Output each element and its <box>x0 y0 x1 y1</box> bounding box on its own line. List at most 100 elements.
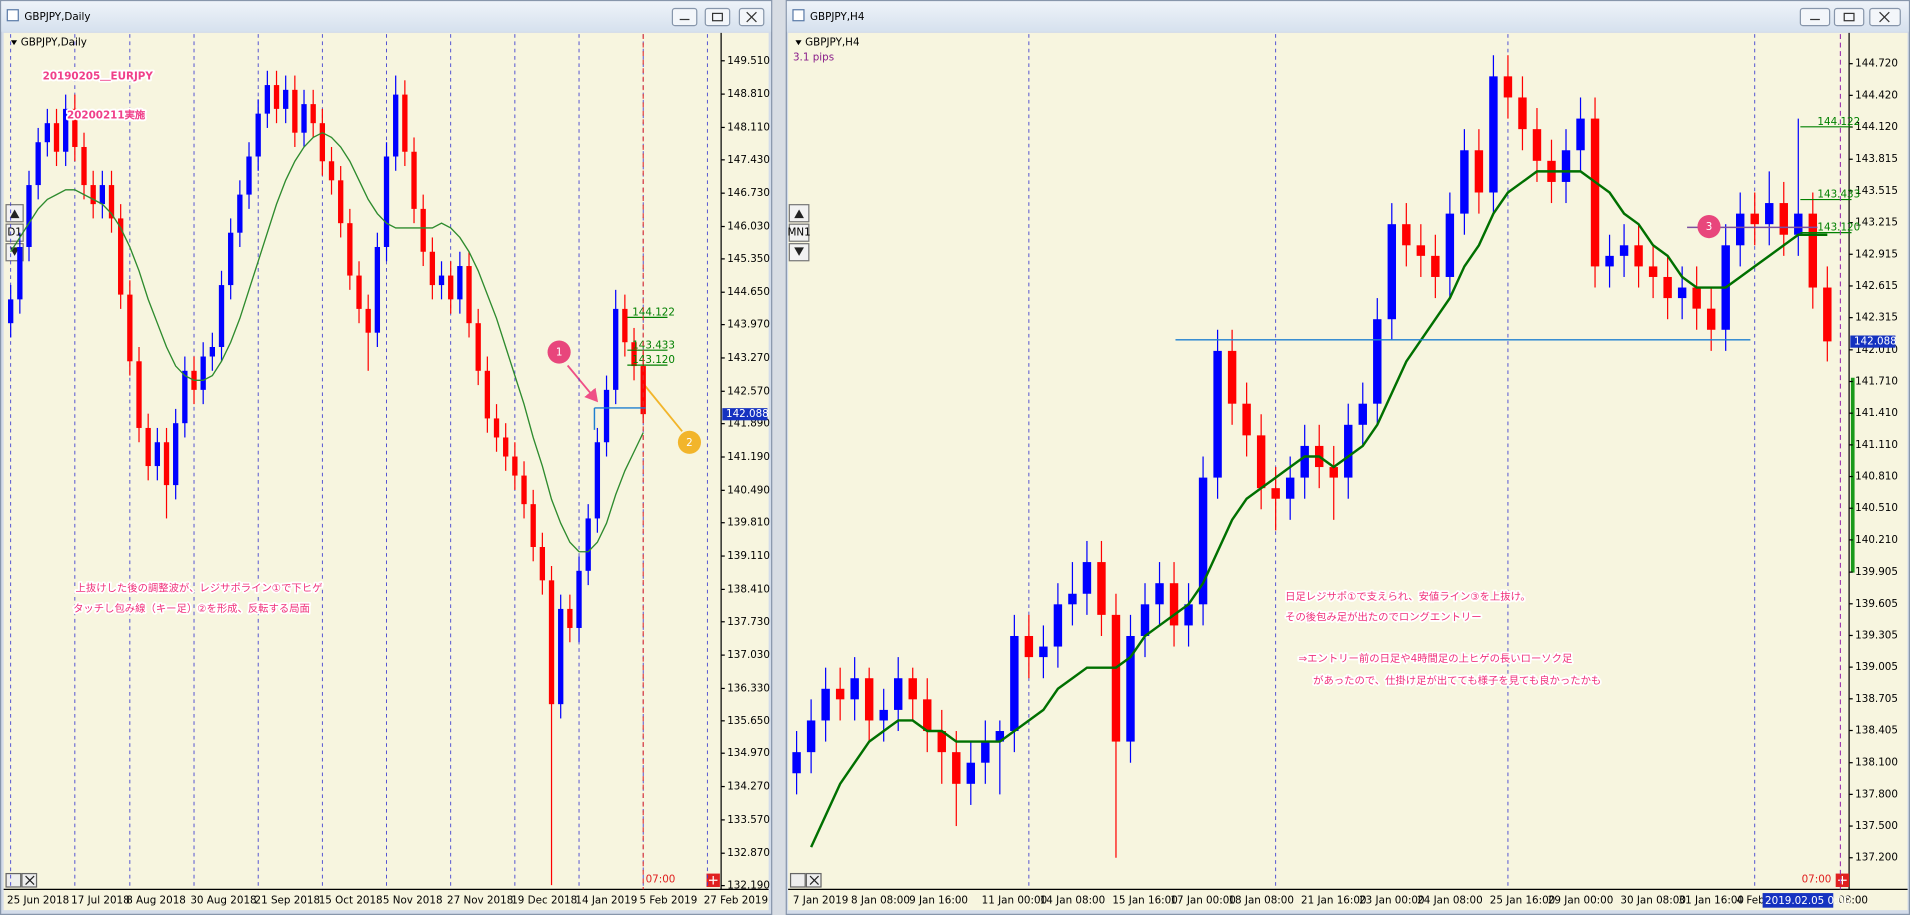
arrow <box>643 384 683 432</box>
y-tick-label: 138.405 <box>1855 724 1898 736</box>
y-tick-label: 136.330 <box>727 682 770 694</box>
candle-body <box>603 389 610 443</box>
x-tick-label: 11 Jan 00:00 <box>982 894 1047 906</box>
candle-body <box>1387 224 1397 320</box>
maximize-button[interactable] <box>1833 7 1865 27</box>
candle-body <box>90 185 96 205</box>
side-buttons[interactable] <box>788 204 810 262</box>
candle-body <box>1779 203 1788 235</box>
candle-body <box>393 94 399 157</box>
level-label: 144.122 <box>632 306 675 318</box>
cursor-time-box <box>1762 893 1834 908</box>
candle-body <box>1532 129 1542 161</box>
note: があったので、仕掛け足が出てても様子を見ても良かったかも <box>1313 674 1601 687</box>
glyph <box>794 247 804 256</box>
candle-body <box>1503 76 1513 98</box>
candle-body <box>1024 635 1034 658</box>
glyph <box>1879 11 1890 23</box>
x-tick-label: 30 Jan 08:00 <box>1620 894 1685 906</box>
candle-body <box>512 456 518 476</box>
y-tick-label: 137.730 <box>727 616 770 628</box>
glyph <box>794 209 804 219</box>
y-tick-label: 145.350 <box>727 253 770 265</box>
x-tick-label: 23 Jan 00:00 <box>1359 894 1424 906</box>
candle-body <box>319 123 326 162</box>
y-tick-label: 134.970 <box>727 747 770 759</box>
y-tick-label: 134.270 <box>727 781 770 793</box>
candle-body <box>1039 646 1048 658</box>
y-tick-label: 144.650 <box>727 286 770 298</box>
candle-body <box>1561 150 1571 182</box>
x-tick-label: 27 Nov 2018 <box>447 894 513 906</box>
y-tick-label: 133.570 <box>727 814 770 826</box>
arrow <box>566 364 599 403</box>
candle-body <box>1416 245 1426 256</box>
marker-circle <box>1697 215 1721 239</box>
y-tick-label: 148.810 <box>727 88 770 100</box>
y-tick-label: 139.005 <box>1855 661 1898 673</box>
x-tick-label: 17 Jan 00:00 <box>1170 894 1235 906</box>
last-price-label: 142.088 <box>1854 336 1897 348</box>
candle-body <box>1474 150 1484 193</box>
candle-body <box>72 108 78 147</box>
candle-body <box>1489 76 1498 193</box>
tool-icon[interactable] <box>5 872 22 888</box>
x-tick-label: 14 Jan 2019 <box>575 894 637 906</box>
moving-average <box>810 170 1828 848</box>
y-tick-label: 140.510 <box>1855 502 1898 514</box>
candle-body <box>228 232 234 286</box>
glyph <box>746 11 757 23</box>
candle-body <box>835 688 845 700</box>
annotation: 20200211実施 <box>67 109 146 122</box>
marker-label: 3 <box>1706 221 1713 233</box>
candle-body <box>521 475 527 505</box>
y-tick-label: 146.030 <box>727 221 770 233</box>
candle-body <box>1242 403 1251 436</box>
candle-body <box>1576 118 1585 151</box>
y-tick-label: 146.730 <box>727 187 770 199</box>
window-buttons[interactable] <box>671 7 765 27</box>
title-bar <box>786 1 1909 32</box>
pips-label: 3.1 pips <box>793 51 834 63</box>
tool-icon[interactable] <box>789 872 806 888</box>
candle-body <box>173 423 179 486</box>
symbol-arrow <box>10 40 18 46</box>
y-tick-label: 139.305 <box>1855 629 1898 641</box>
candle-body <box>1431 255 1440 277</box>
y-tick-label: 140.210 <box>1855 534 1898 546</box>
x-tick-label: 19 Dec 2018 <box>511 894 577 906</box>
candle-body <box>438 275 445 286</box>
y-tick-label: 141.710 <box>1855 376 1898 388</box>
candle-body <box>457 266 463 300</box>
x-tick-label: 18 Jan 08:00 <box>1228 894 1293 906</box>
candle-body <box>209 346 216 357</box>
candle-body <box>99 185 106 205</box>
minimize-button[interactable] <box>1799 7 1831 27</box>
candle-body <box>292 89 298 133</box>
x-tick-label: 31 Jan 16:00 <box>1678 894 1743 906</box>
candle-body <box>1068 593 1077 605</box>
title-bar <box>1 1 772 32</box>
x-tick-label: 8 Jan 08:00 <box>851 894 910 906</box>
candle-body <box>35 142 41 186</box>
candle-body <box>374 246 381 333</box>
candle-body <box>1794 213 1803 235</box>
candle-body <box>1256 435 1266 489</box>
candle-body <box>448 275 454 300</box>
candle-body <box>548 580 555 705</box>
marker-label: 1 <box>556 347 563 359</box>
last-price-label: 142.088 <box>726 408 769 420</box>
candle-body <box>328 161 335 181</box>
y-tick-label: 142.570 <box>727 385 770 397</box>
candle-body <box>1619 245 1629 256</box>
candle-body <box>937 731 946 753</box>
timeframe-button[interactable] <box>788 223 810 242</box>
window-buttons[interactable] <box>1799 7 1901 27</box>
candle-body <box>301 104 307 133</box>
marker-label: 2 <box>686 437 693 449</box>
minimize-button[interactable] <box>671 7 698 27</box>
candle-body <box>475 323 481 371</box>
maximize-button[interactable] <box>704 7 731 27</box>
level-label: 143.433 <box>1817 189 1860 201</box>
